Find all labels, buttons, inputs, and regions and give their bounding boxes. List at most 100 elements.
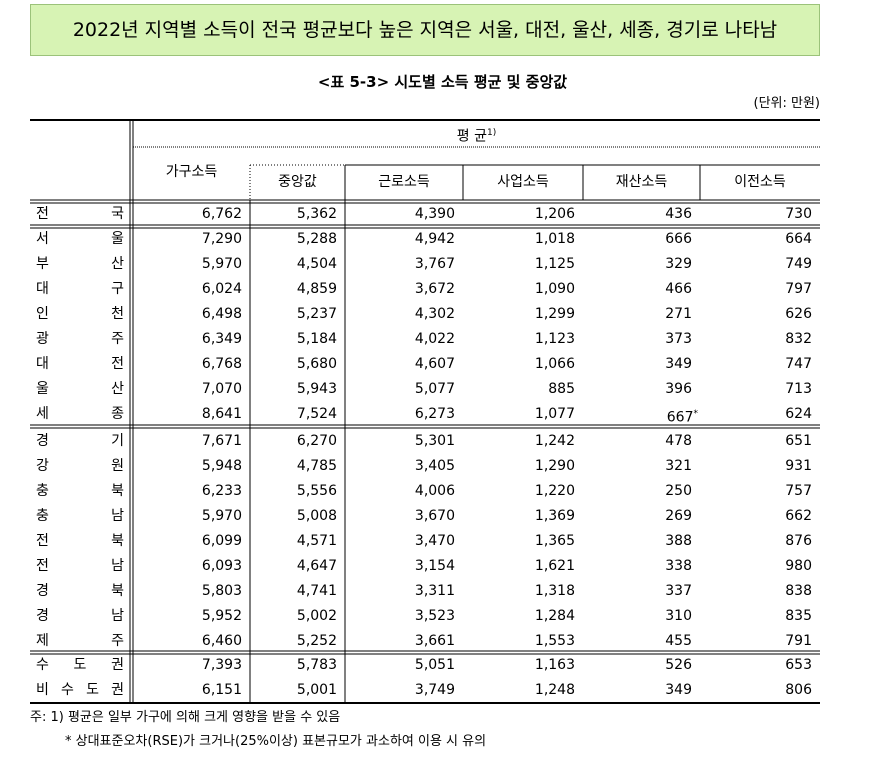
cell: 6,151 (201, 682, 242, 698)
cell: 6,233 (201, 483, 242, 499)
cell: 4,607 (414, 356, 455, 372)
cell: 3,311 (414, 583, 455, 599)
cell: 5,970 (201, 508, 242, 524)
cell: 1,318 (534, 583, 575, 599)
cell: 338 (665, 558, 692, 574)
cell: 466 (665, 281, 692, 297)
cell: 1,242 (534, 433, 575, 449)
cell: 1,299 (534, 306, 575, 322)
cell: 7,393 (201, 657, 242, 673)
column-header: 가구소득 (165, 164, 218, 180)
cell: 5,970 (201, 256, 242, 272)
cell: 3,661 (414, 633, 455, 649)
cell: 5,051 (414, 657, 455, 673)
cell: 5,002 (296, 608, 337, 624)
cell: 388 (665, 533, 692, 549)
cell: 791 (785, 633, 812, 649)
cell: 757 (785, 483, 812, 499)
cell: 4,785 (296, 458, 337, 474)
group-header-text: 평 균 (456, 128, 487, 145)
cell: 6,093 (201, 558, 242, 574)
cell: 6,099 (201, 533, 242, 549)
cell: 526 (665, 657, 692, 673)
region-label: 대 구 (36, 281, 124, 297)
cell: 6,498 (201, 306, 242, 322)
column-header: 이전소득 (734, 174, 786, 190)
cell: 662 (785, 508, 812, 524)
table-caption: <표 5-3> 시도별 소득 평균 및 중앙값 (317, 73, 568, 91)
cell: 626 (785, 306, 812, 322)
cell: 3,749 (414, 682, 455, 698)
column-header: 중앙값 (278, 174, 317, 190)
cell: 651 (785, 433, 812, 449)
cell: 1,220 (534, 483, 575, 499)
cell: 5,803 (201, 583, 242, 599)
cell: 653 (785, 657, 812, 673)
cell: 5,301 (414, 433, 455, 449)
cell: 396 (665, 381, 692, 397)
cell: 5,952 (201, 608, 242, 624)
cell-value: 667 (666, 409, 694, 426)
cell: 713 (785, 381, 812, 397)
region-label: 전 국 (36, 206, 124, 222)
region-label: 광 주 (36, 331, 124, 347)
cell: 3,405 (414, 458, 455, 474)
region-label: 충 남 (36, 508, 124, 524)
cell: 6,024 (201, 281, 242, 297)
cell: 4,390 (414, 206, 455, 222)
cell: 349 (665, 682, 692, 698)
cell: 8,641 (201, 406, 242, 422)
cell: 436 (665, 206, 692, 222)
cell: 832 (785, 331, 812, 347)
cell: 835 (785, 608, 812, 624)
cell: 5,948 (201, 458, 242, 474)
cell: 980 (785, 558, 812, 574)
region-label: 경 기 (36, 433, 124, 449)
group-header: 평 균1) (133, 123, 820, 147)
cell: 5,008 (296, 508, 337, 524)
headline: 2022년 지역별 소득이 전국 평균보다 높은 지역은 서울, 대전, 울산,… (30, 4, 820, 56)
cell: 5,362 (296, 206, 337, 222)
cell: 7,070 (201, 381, 242, 397)
cell: 271 (665, 306, 692, 322)
cell: 730 (785, 206, 812, 222)
footnote: * 상대표준오차(RSE)가 크거나(25%이상) 표본규모가 과소하여 이용 … (65, 734, 487, 749)
region-label: 비 수 도 권 (36, 682, 124, 698)
cell: 1,553 (534, 633, 575, 649)
cell: 5,077 (414, 381, 455, 397)
region-label: 충 북 (36, 483, 124, 499)
cell: 806 (785, 682, 812, 698)
cell: 667* (667, 404, 698, 428)
cell: 6,762 (201, 206, 242, 222)
cell: 4,647 (296, 558, 337, 574)
cell: 797 (785, 281, 812, 297)
cell: 1,123 (534, 331, 575, 347)
cell: 1,206 (534, 206, 575, 222)
cell: 749 (785, 256, 812, 272)
cell: 7,290 (201, 231, 242, 247)
cell: 1,077 (534, 406, 575, 422)
cell: 373 (665, 331, 692, 347)
cell: 4,741 (296, 583, 337, 599)
region-label: 전 남 (36, 558, 124, 574)
cell: 1,284 (534, 608, 575, 624)
cell: 5,943 (296, 381, 337, 397)
cell: 3,767 (414, 256, 455, 272)
region-label: 인 천 (36, 306, 124, 322)
column-header: 재산소득 (615, 174, 668, 190)
cell: 838 (785, 583, 812, 599)
cell: 337 (665, 583, 692, 599)
cell: 747 (785, 356, 812, 372)
cell: 3,523 (414, 608, 455, 624)
region-label: 울 산 (36, 381, 124, 397)
cell: 4,942 (414, 231, 455, 247)
region-label: 서 울 (36, 231, 124, 247)
cell: 478 (665, 433, 692, 449)
region-label: 전 북 (36, 533, 124, 549)
cell: 3,470 (414, 533, 455, 549)
cell: 4,302 (414, 306, 455, 322)
region-label: 세 종 (36, 406, 124, 422)
region-label: 강 원 (36, 458, 124, 474)
cell: 3,154 (414, 558, 455, 574)
